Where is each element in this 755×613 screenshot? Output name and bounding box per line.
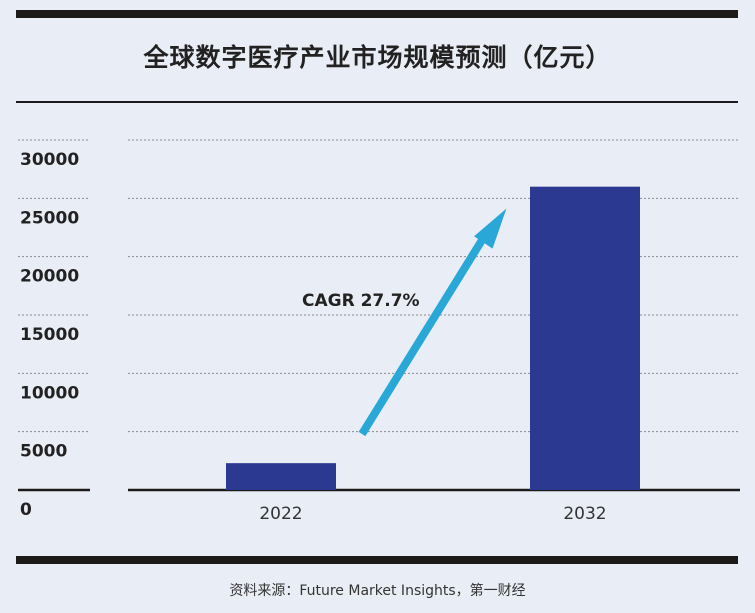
y-tick-label: 20000 <box>20 267 79 287</box>
x-tick-label: 2032 <box>563 504 606 524</box>
y-tick-label: 15000 <box>20 325 79 345</box>
y-tick-label: 25000 <box>20 208 79 228</box>
bottom-rule <box>16 556 738 564</box>
title-rule <box>16 101 738 103</box>
x-tick-label: 2022 <box>259 504 302 524</box>
y-tick-label: 10000 <box>20 383 79 403</box>
cagr-arrow-head <box>474 208 507 249</box>
top-rule <box>16 10 738 18</box>
y-tick-label: 5000 <box>20 442 67 462</box>
chart-area: 0 5000 10000 15000 20000 25000 30000 2022 2032 CA… <box>18 139 740 524</box>
bar <box>530 186 640 490</box>
source-note: 资料来源：Future Market Insights，第一财经 <box>229 583 526 599</box>
cagr-label: CAGR 27.7% <box>302 291 420 311</box>
y-tick-label: 0 <box>20 500 32 520</box>
bar <box>226 463 336 490</box>
cagr-arrow-shaft <box>358 229 491 437</box>
chart-title: 全球数字医疗产业市场规模预测（亿元） <box>143 43 612 72</box>
y-tick-label: 30000 <box>20 150 79 170</box>
